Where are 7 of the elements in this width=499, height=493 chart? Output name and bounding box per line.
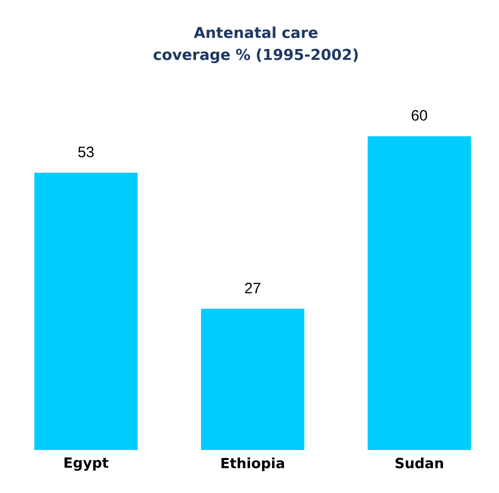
x-tick-label: Egypt — [64, 458, 108, 471]
x-tick-label: Ethiopia — [222, 458, 284, 472]
data-label: 27 — [245, 282, 260, 294]
data-label: 53 — [78, 146, 94, 158]
chart-title: Antenatal care coverage % (1995-2002) — [154, 26, 358, 64]
data-label: 60 — [412, 110, 428, 121]
x-tick-label: Sudan — [396, 458, 443, 468]
